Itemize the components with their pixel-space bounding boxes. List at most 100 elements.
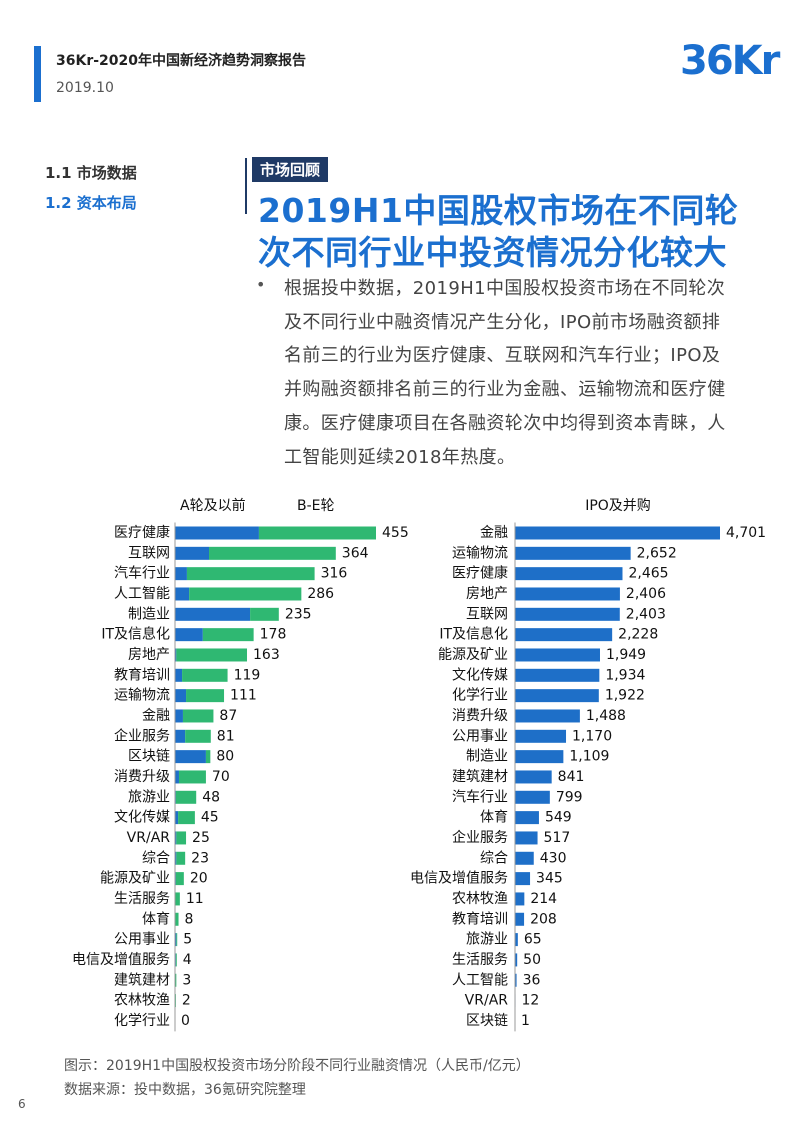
category-label: 电信及增值服务 xyxy=(410,871,508,887)
category-label: VR/AR xyxy=(127,830,171,846)
category-label: 区块链 xyxy=(466,1013,508,1029)
bar-segment xyxy=(175,933,177,947)
bar-segment xyxy=(189,587,302,601)
legend-label: IPO及并购 xyxy=(585,498,651,514)
bar xyxy=(515,587,620,601)
value-label: 841 xyxy=(558,769,585,785)
value-label: 65 xyxy=(524,932,542,948)
value-label: 214 xyxy=(530,891,557,907)
value-label: 12 xyxy=(522,993,540,1009)
bar xyxy=(515,750,564,764)
total-label: 87 xyxy=(219,708,237,724)
value-label: 549 xyxy=(545,810,572,826)
total-label: 23 xyxy=(191,850,209,866)
category-label: 农林牧渔 xyxy=(452,891,508,907)
category-label: 房地产 xyxy=(466,586,508,602)
bar-segment xyxy=(250,607,279,621)
value-label: 208 xyxy=(530,911,557,927)
bar-segment xyxy=(182,668,228,682)
bullet: • xyxy=(256,275,266,294)
category-label: IT及信息化 xyxy=(439,626,508,643)
bar xyxy=(515,628,613,642)
bar-segment xyxy=(175,973,177,987)
category-label: 体育 xyxy=(142,911,170,927)
bar-segment xyxy=(175,689,187,703)
bar-segment xyxy=(209,546,336,560)
category-label: 房地产 xyxy=(128,647,170,663)
legend-label: B-E轮 xyxy=(297,498,335,514)
value-label: 1,934 xyxy=(605,667,645,683)
bar-segment xyxy=(175,953,177,967)
category-label: 汽车行业 xyxy=(114,565,170,582)
report-title: 36Kr-2020年中国新经济趋势洞察报告 xyxy=(56,53,307,69)
bar xyxy=(515,709,580,723)
bar xyxy=(515,648,600,662)
legend-label: A轮及以前 xyxy=(180,497,246,514)
value-label: 517 xyxy=(544,830,571,846)
total-label: 0 xyxy=(181,1013,190,1029)
value-label: 1,170 xyxy=(572,728,612,744)
category-label: 区块链 xyxy=(128,749,170,765)
category-label: 医疗健康 xyxy=(452,565,508,582)
bar xyxy=(515,770,552,784)
total-label: 5 xyxy=(183,932,192,948)
total-label: 235 xyxy=(285,606,312,622)
total-label: 119 xyxy=(234,667,261,683)
category-label: 化学行业 xyxy=(452,688,508,704)
total-label: 364 xyxy=(342,545,369,561)
bar xyxy=(515,953,518,967)
bar-segment xyxy=(185,729,211,743)
total-label: 455 xyxy=(382,525,409,541)
category-label: 综合 xyxy=(142,850,170,866)
category-label: 汽车行业 xyxy=(452,788,508,805)
bar-segment xyxy=(182,709,214,723)
category-label: 互联网 xyxy=(466,606,508,622)
category-label: 能源及矿业 xyxy=(438,647,508,663)
source: 数据来源：投中数据，36氪研究院整理 xyxy=(64,1082,306,1098)
bar xyxy=(515,831,538,845)
bar-segment xyxy=(175,811,179,825)
bar-segment xyxy=(202,628,254,642)
bar-segment xyxy=(175,628,203,642)
category-label: 人工智能 xyxy=(114,586,170,602)
value-label: 1 xyxy=(521,1013,530,1029)
bar-segment xyxy=(175,729,186,743)
bar xyxy=(515,872,531,886)
total-label: 178 xyxy=(260,627,287,643)
value-label: 2,228 xyxy=(618,627,658,643)
section-tag: 市场回顾 xyxy=(252,157,329,182)
category-label: 能源及矿业 xyxy=(100,871,170,887)
bar xyxy=(515,729,567,743)
category-label: 金融 xyxy=(480,525,508,541)
total-label: 163 xyxy=(253,647,280,663)
bar-segment xyxy=(186,567,315,581)
total-label: 286 xyxy=(307,586,334,602)
category-label: 旅游业 xyxy=(466,932,508,948)
bar-segment xyxy=(175,567,187,581)
bar-segment xyxy=(175,912,179,926)
bar-segment xyxy=(258,526,376,540)
category-label: 企业服务 xyxy=(452,829,508,846)
headline: 2019H1中国股权市场在不同轮 xyxy=(258,191,739,230)
category-label: 运输物流 xyxy=(452,545,508,561)
bar xyxy=(515,851,534,865)
value-label: 1,922 xyxy=(605,688,645,704)
total-label: 20 xyxy=(190,871,208,887)
category-label: 旅游业 xyxy=(128,789,170,805)
value-label: 2,652 xyxy=(637,545,677,561)
bar-segment xyxy=(176,648,248,662)
bar-segment xyxy=(175,750,206,764)
total-label: 45 xyxy=(201,810,219,826)
bar-segment xyxy=(175,648,177,662)
category-label: 金融 xyxy=(142,708,170,724)
bar xyxy=(515,973,517,987)
category-label: 体育 xyxy=(480,810,508,826)
total-label: 111 xyxy=(230,688,257,704)
category-label: 农林牧渔 xyxy=(114,993,170,1009)
category-label: 建筑建材 xyxy=(452,769,508,785)
caption: 图示：2019H1中国股权投资市场分阶段不同行业融资情况（人民币/亿元） xyxy=(64,1058,530,1074)
bar-segment xyxy=(175,892,180,906)
bar-segment xyxy=(175,546,210,560)
bar-segment xyxy=(175,668,183,682)
